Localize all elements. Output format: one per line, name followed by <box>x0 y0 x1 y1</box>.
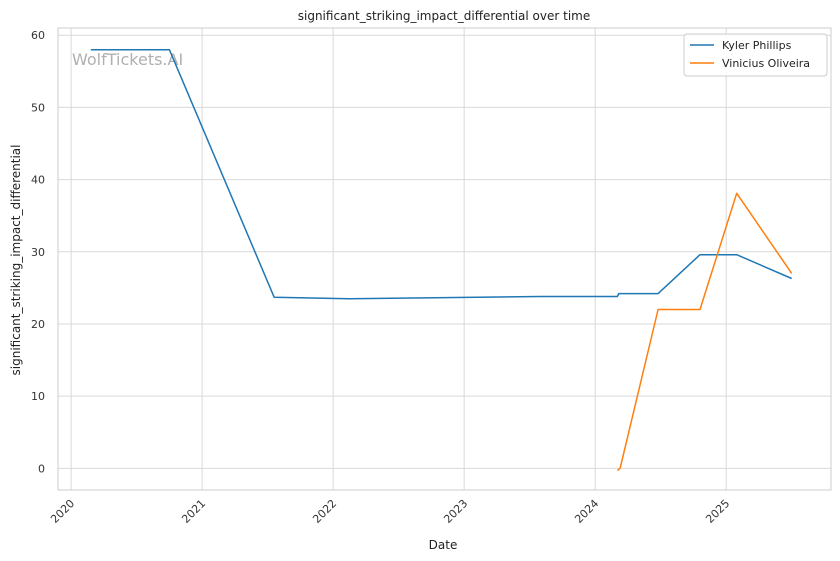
legend-box <box>683 33 828 77</box>
y-axis-ticks: 0 10 20 30 40 50 60 <box>31 29 45 475</box>
legend-entry: Kyler Phillips <box>722 39 792 52</box>
y-tick-label: 50 <box>31 101 45 114</box>
y-tick-label: 30 <box>31 246 45 259</box>
plot-frame <box>57 27 832 491</box>
chart-title: significant_striking_impact_differential… <box>298 9 590 23</box>
series-line-0 <box>90 48 792 300</box>
y-tick-label: 10 <box>31 390 45 403</box>
y-tick-label: 60 <box>31 29 45 42</box>
series-lines <box>90 48 793 472</box>
x-axis-label: Date <box>429 538 458 552</box>
legend: Kyler Phillips Vinicius Oliveira <box>683 33 828 77</box>
y-axis-label: significant_striking_impact_differential <box>9 145 23 376</box>
watermark: WolfTickets.AI <box>72 50 183 69</box>
y-tick-label: 0 <box>38 462 45 475</box>
y-tick-label: 20 <box>31 318 45 331</box>
legend-entry: Vinicius Oliveira <box>722 57 810 70</box>
y-tick-label: 40 <box>31 174 45 187</box>
series-line-1 <box>616 192 793 472</box>
